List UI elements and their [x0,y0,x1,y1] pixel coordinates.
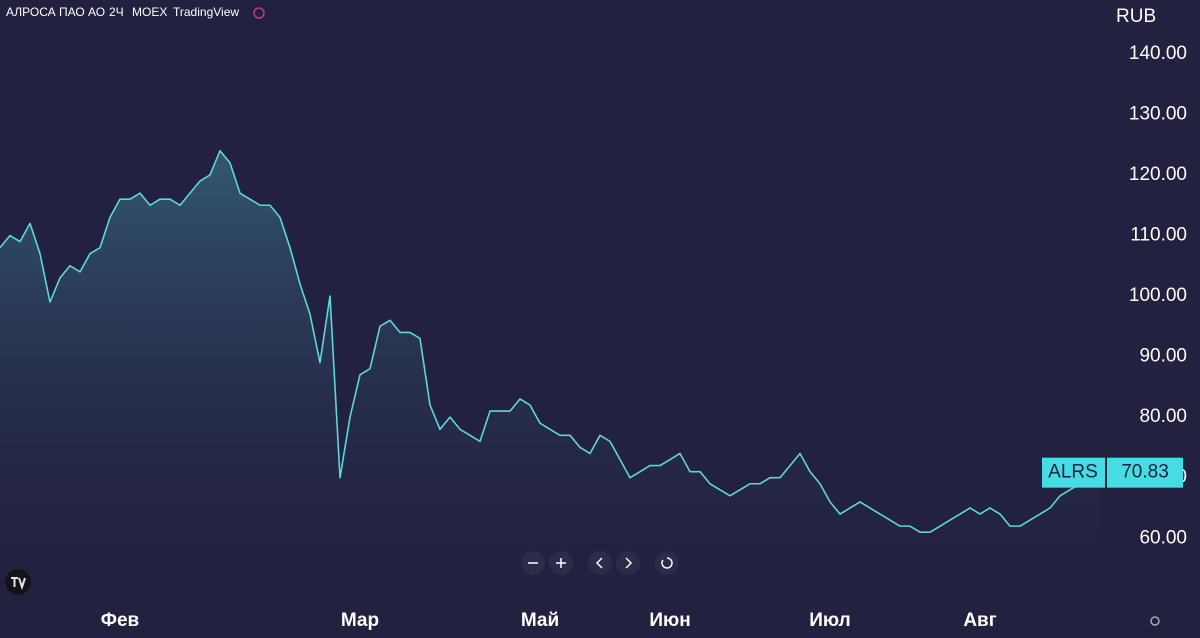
x-tick-label: Июн [649,610,690,631]
y-tick-label: 100.00 [1129,285,1187,306]
price-badge [1107,457,1183,488]
exchange: MOEX [132,5,167,19]
interval: 2Ч [109,5,124,19]
x-tick-label: Фев [101,610,139,631]
icon [625,557,633,569]
y-tick-label: 120.00 [1129,164,1187,185]
y-tick-label: 130.00 [1129,103,1187,124]
y-tick-label: 60.00 [1139,527,1187,548]
symbol-badge [1042,457,1105,488]
reset-button[interactable] [655,551,679,575]
source: TradingView [173,5,239,19]
x-tick-label: Мар [341,610,379,631]
x-tick-label: Авг [963,610,996,631]
status-icon [253,7,265,19]
last-price: 70.83 [1121,462,1169,483]
y-tick-label: 110.00 [1130,225,1187,246]
currency[interactable]: RUB [1116,6,1156,27]
settings-icon[interactable] [1150,616,1160,626]
x-tick-label: Июл [809,610,850,631]
nav-buttons [521,551,679,575]
y-tick-label: 140.00 [1129,43,1187,64]
y-tick-label: 90.00 [1139,346,1187,367]
symbol-label: ALRS [1048,462,1098,483]
icon [556,558,566,568]
icon [661,557,673,569]
icon [595,557,603,569]
scroll-right-button[interactable] [616,551,640,575]
x-tick-label: Май [521,610,559,631]
y-tick-label: 80.00 [1139,406,1187,427]
price-line [0,149,1101,533]
area [0,150,1100,600]
scroll-left-button[interactable] [588,551,612,575]
symbol-name: АЛРОСА ПАО АО [6,5,105,19]
